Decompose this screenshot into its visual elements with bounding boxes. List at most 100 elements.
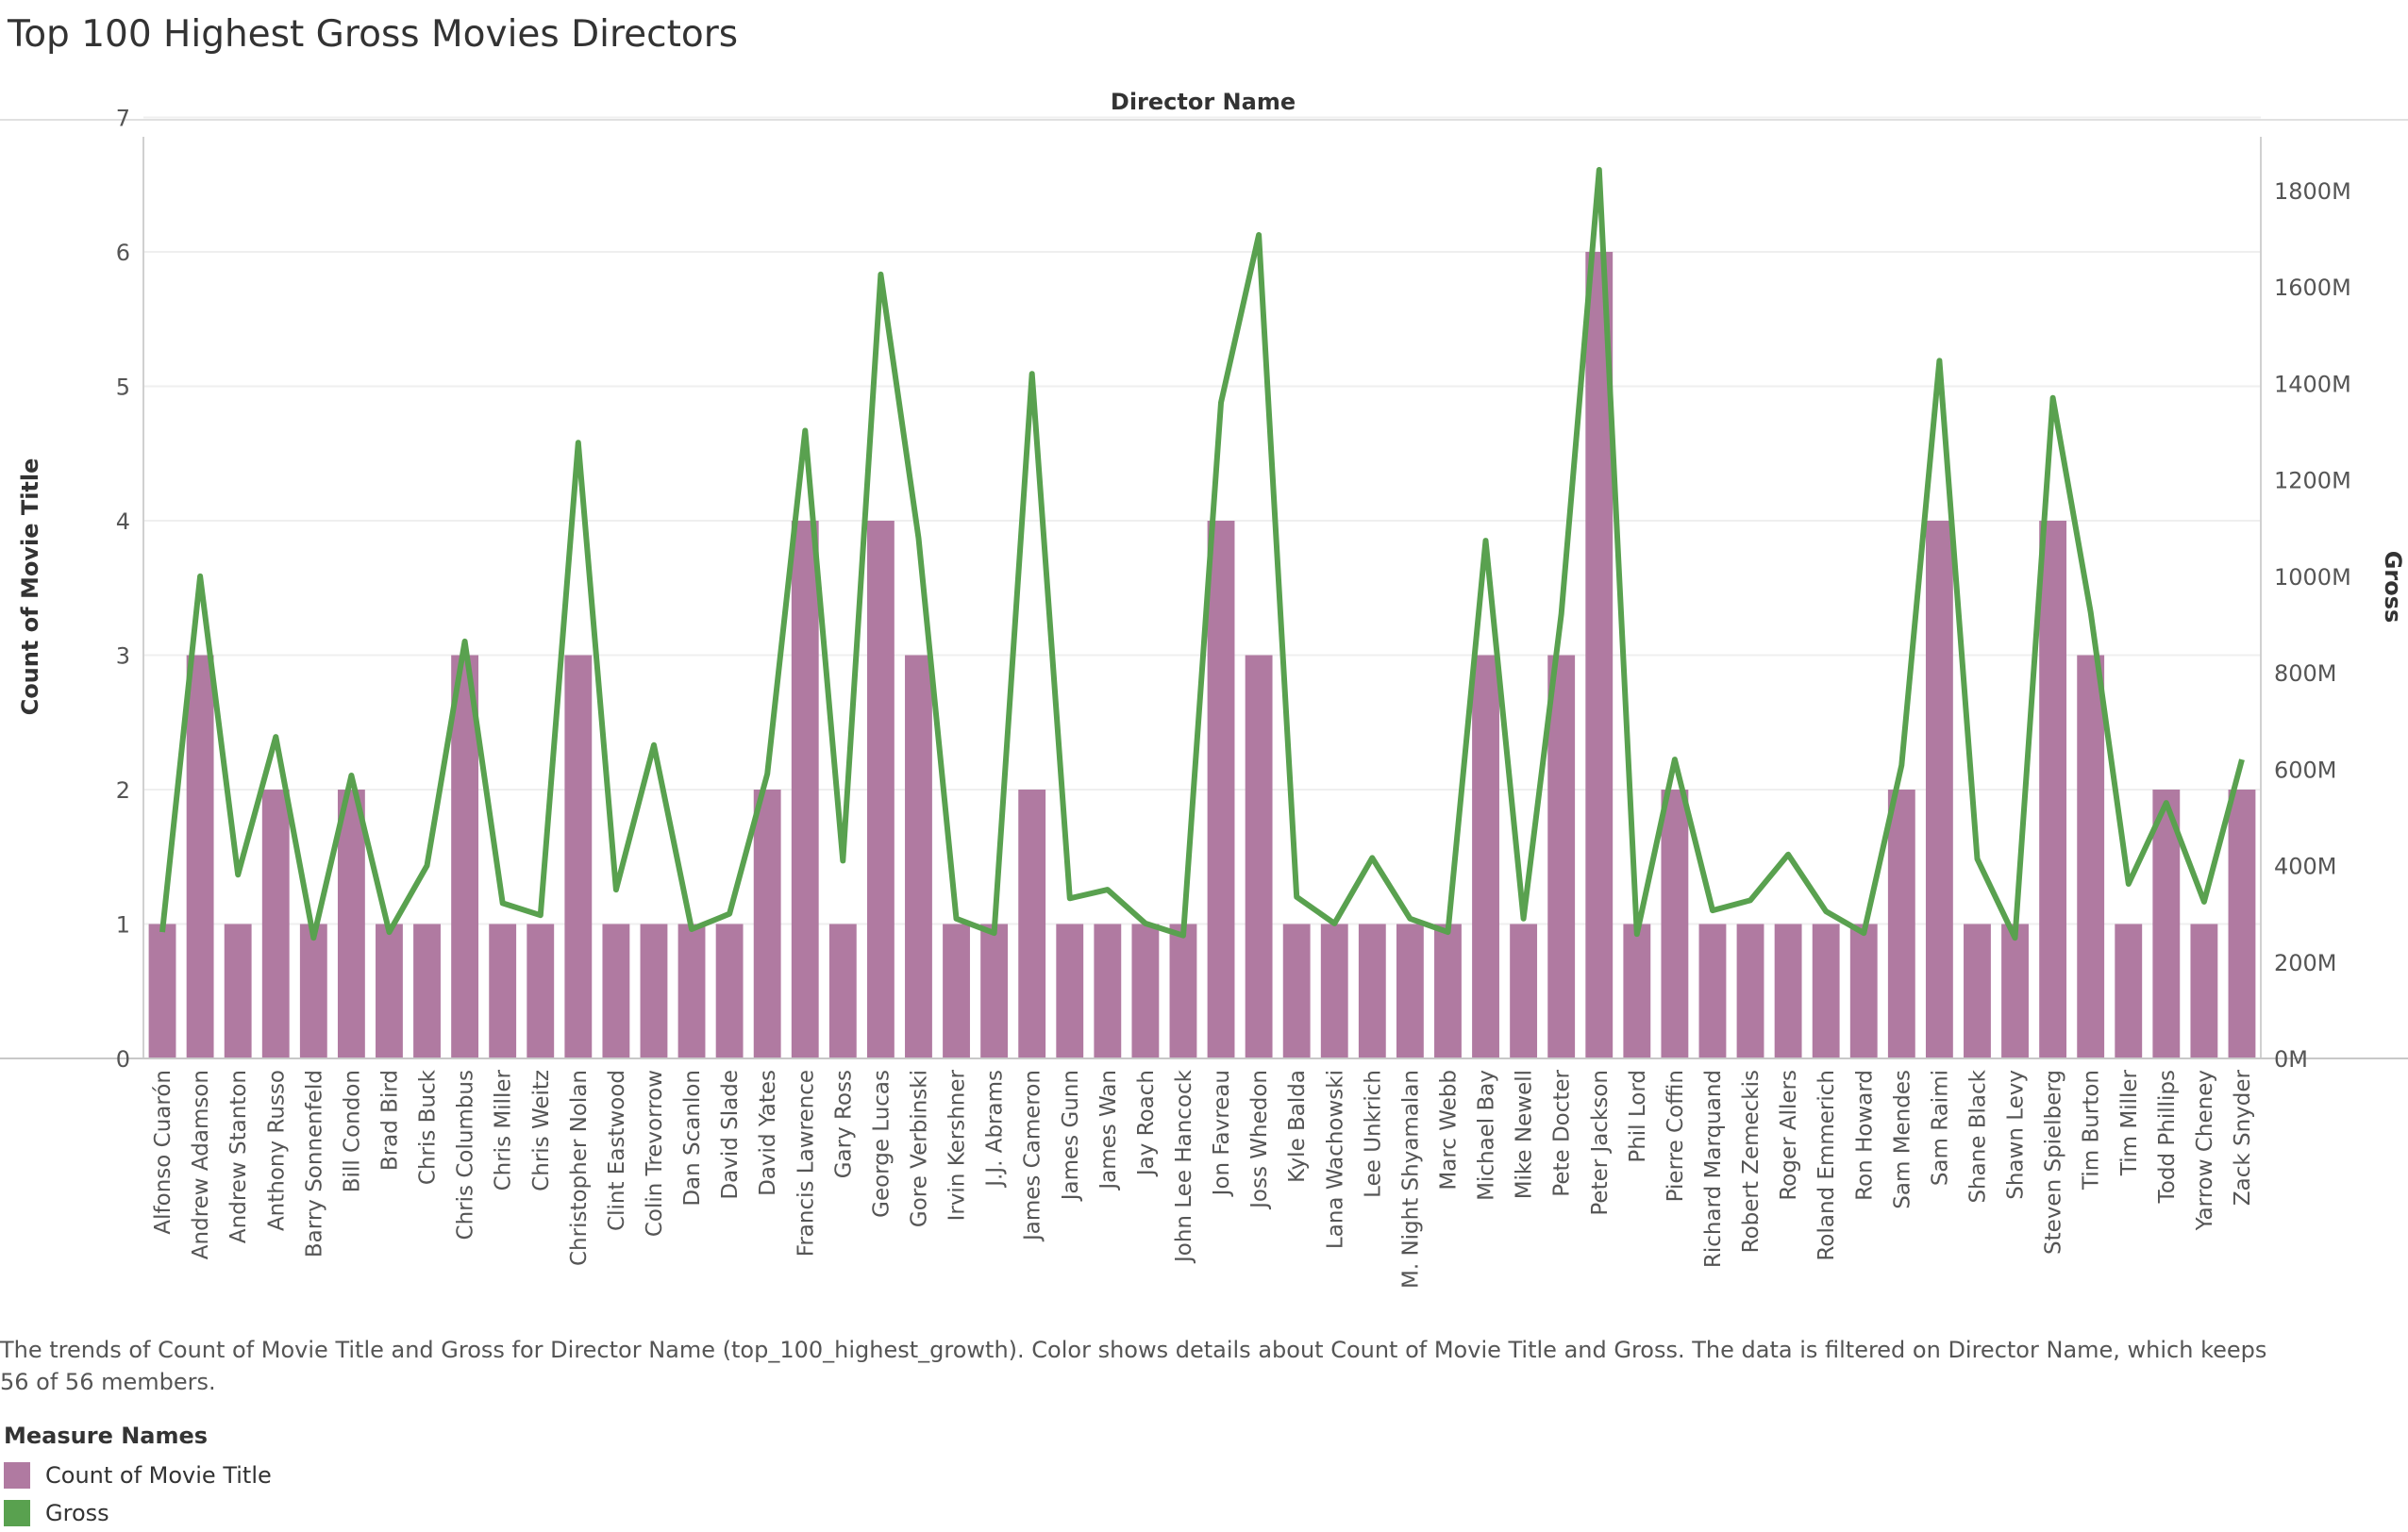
legend-title: Measure Names [4, 1423, 209, 1449]
y2-axis-label: Gross [2380, 551, 2406, 624]
x-tick-label: Lee Unkrich [1361, 1070, 1385, 1198]
count-bar [2039, 521, 2067, 1058]
y2-ticks: 0M 200M 400M 600M 800M 1000M 1200M 1400M 1600M 18… [2274, 178, 2351, 1073]
x-tick-label: John Lee Hancock [1172, 1069, 1196, 1264]
x-tick-label: Chris Columbus [454, 1070, 478, 1240]
y2-tick-label: 1600M [2274, 275, 2351, 301]
count-bar [1169, 924, 1197, 1058]
count-bar [1320, 924, 1348, 1058]
x-tick-label: Mike Newell [1513, 1070, 1537, 1199]
y-tick-label: 1 [116, 912, 130, 939]
x-axis-label: Director Name [1111, 89, 1296, 115]
x-tick-label: M. Night Shyamalan [1398, 1070, 1423, 1289]
x-tick-label: Zack Snyder [2231, 1069, 2255, 1206]
count-bar [1094, 924, 1122, 1058]
count-bar [1358, 924, 1386, 1058]
legend-label-count: Count of Movie Title [45, 1462, 272, 1489]
x-tick-label: Tim Miller [2117, 1069, 2142, 1176]
count-bar [866, 521, 895, 1058]
count-bar [224, 924, 252, 1058]
count-bar [1812, 924, 1840, 1058]
y2-tick-label: 400M [2274, 854, 2337, 880]
count-bar [1736, 924, 1764, 1058]
y-tick-label: 5 [116, 375, 130, 401]
x-tick-label: Andrew Stanton [226, 1070, 251, 1243]
x-tick-label: Roland Emmerich [1814, 1070, 1839, 1261]
x-tick-label: J.J. Abrams [983, 1070, 1008, 1189]
x-tick-label: Sam Raimi [1928, 1070, 1952, 1186]
x-tick-label: Robert Zemeckis [1739, 1070, 1764, 1253]
count-bar [980, 924, 1009, 1058]
y2-tick-label: 800M [2274, 660, 2337, 687]
count-bar [299, 924, 327, 1058]
x-tick-label: Chris Buck [416, 1069, 441, 1185]
count-bar [1849, 924, 1878, 1058]
count-bars [148, 252, 2256, 1058]
count-bar [2115, 924, 2143, 1058]
axes [0, 137, 2408, 1059]
y-tick-label: 3 [116, 643, 130, 670]
count-bar [1434, 924, 1462, 1058]
x-tick-label: Yarrow Cheney [2193, 1070, 2217, 1231]
x-tick-label: Peter Jackson [1588, 1070, 1613, 1216]
legend-item-gross[interactable]: Gross [4, 1494, 272, 1532]
x-tick-label: Gary Ross [831, 1070, 856, 1178]
count-bar [1661, 790, 1689, 1058]
count-bar [2001, 924, 2029, 1058]
x-tick-label: Ron Howard [1852, 1070, 1877, 1201]
y2-tick-label: 1200M [2274, 468, 2351, 494]
y-ticks: 0 1 2 3 4 5 6 7 [116, 106, 130, 1074]
count-bar [148, 924, 176, 1058]
count-bar [828, 924, 857, 1058]
count-bar [753, 790, 781, 1058]
x-tick-label: Andrew Adamson [189, 1070, 213, 1259]
legend: Measure Names Count of Movie Title Gross [4, 1423, 272, 1532]
x-tick-label: Pierre Coffin [1664, 1070, 1688, 1202]
x-tick-label: Steven Spielberg [2042, 1070, 2066, 1255]
count-bar [791, 521, 819, 1058]
legend-item-count[interactable]: Count of Movie Title [4, 1457, 272, 1494]
count-bar [1964, 924, 1991, 1058]
x-tick-label: James Gunn [1059, 1070, 1083, 1202]
count-bar [640, 924, 668, 1058]
y2-tick-label: 1000M [2274, 564, 2351, 591]
x-tick-label: Roger Allers [1777, 1070, 1801, 1201]
y2-tick-label: 600M [2274, 757, 2337, 783]
y-tick-label: 6 [116, 240, 130, 266]
count-bar [564, 655, 593, 1058]
count-bar [1774, 924, 1802, 1058]
count-bar [905, 655, 932, 1058]
x-tick-label: Chris Weitz [529, 1070, 554, 1191]
x-tick-label: Joss Whedon [1247, 1070, 1272, 1210]
x-tick-label: Christopher Nolan [567, 1070, 592, 1266]
x-tick-label: Dan Scanlon [680, 1070, 705, 1207]
count-bar [2228, 790, 2256, 1058]
count-bar [1245, 655, 1273, 1058]
count-bar [527, 924, 555, 1058]
y-axis-label: Count of Movie Title [17, 458, 43, 716]
y2-tick-label: 1800M [2274, 178, 2351, 205]
x-tick-label: Lana Wachowski [1323, 1070, 1347, 1249]
y-tick-label: 2 [116, 777, 130, 804]
x-tick-label: James Cameron [1021, 1070, 1045, 1242]
chart: Director Name Count of Movie Title Gross… [0, 89, 2408, 1289]
count-bar [2190, 924, 2218, 1058]
count-bar [602, 924, 630, 1058]
x-tick-label: Pete Docter [1550, 1069, 1575, 1196]
x-ticks: Alfonso Cuarón Andrew Adamson Andrew Stant… [151, 1069, 2255, 1289]
count-bar [1282, 924, 1311, 1058]
x-tick-label: Richard Marquand [1701, 1070, 1726, 1268]
y2-tick-label: 200M [2274, 950, 2337, 976]
x-tick-label: Clint Eastwood [605, 1070, 629, 1231]
count-bar [261, 790, 290, 1058]
x-tick-label: Kyle Balda [1285, 1070, 1310, 1183]
count-bar [1510, 924, 1538, 1058]
count-bar [1547, 655, 1576, 1058]
y-tick-label: 7 [116, 106, 130, 132]
x-tick-label: Alfonso Cuarón [151, 1070, 176, 1235]
x-tick-label: Irvin Kershner [945, 1069, 970, 1221]
legend-label-gross: Gross [45, 1500, 109, 1526]
x-tick-label: Chris Miller [492, 1069, 516, 1191]
x-tick-label: Marc Webb [1437, 1070, 1462, 1191]
x-tick-label: Barry Sonnenfeld [302, 1070, 326, 1257]
